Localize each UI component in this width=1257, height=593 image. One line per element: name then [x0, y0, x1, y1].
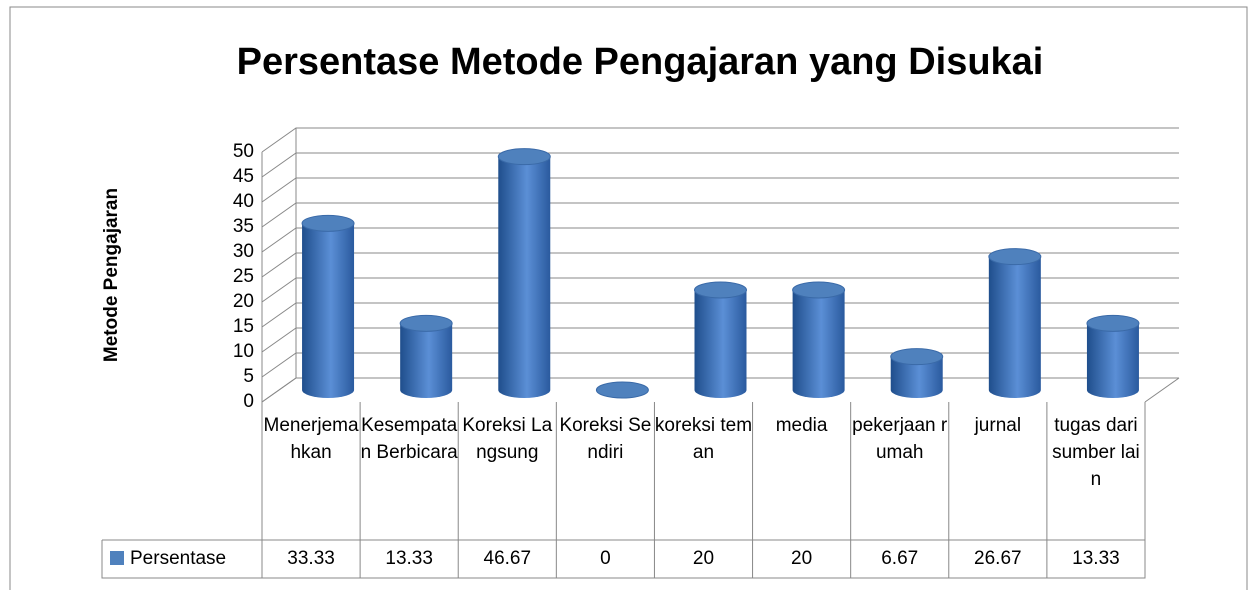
cylinder-top [497, 148, 551, 166]
x-tick-label: jurnal [974, 415, 1022, 436]
grid-line [261, 352, 1179, 378]
grid-line [261, 152, 1179, 178]
cylinder-body [890, 356, 943, 398]
y-tick-label: 40 [233, 191, 254, 212]
category-cell: tugas dari sumber lain [1052, 415, 1140, 490]
value-cell: 6.67 [881, 548, 918, 569]
x-tick-label: Koreksi Sendiri [559, 415, 652, 463]
legend-swatch [110, 551, 124, 565]
x-tick-label: Kesempatan Berbicara [360, 415, 458, 463]
cylinder-body [400, 323, 453, 398]
grid-line [261, 227, 1179, 253]
cylinder [792, 281, 846, 398]
y-tick-label: 20 [233, 291, 254, 312]
cylinder-body [792, 290, 845, 398]
grid-line [261, 127, 1179, 153]
category-cell: media [775, 415, 828, 436]
grid-line [261, 377, 1179, 403]
category-cell: koreksi teman [654, 415, 753, 463]
category-cell: Kesempatan Berbicara [360, 415, 458, 463]
cylinder-body [988, 256, 1041, 399]
grid-line [261, 202, 1179, 228]
y-tick-label: 15 [233, 316, 254, 337]
cylinder-body [498, 156, 551, 398]
y-tick-label: 0 [243, 391, 254, 412]
cylinder-top [988, 248, 1042, 266]
cylinder-body [302, 223, 355, 398]
cylinder-top [1086, 314, 1140, 332]
grid-line [261, 252, 1179, 278]
table-lines [101, 402, 1146, 579]
y-tick-label: 5 [243, 366, 254, 387]
legend-label: Persentase [130, 548, 226, 569]
cylinder-top [399, 314, 453, 332]
category-cell: Koreksi Sendiri [559, 415, 652, 463]
cylinder [988, 248, 1042, 399]
value-cell: 0 [600, 548, 611, 569]
cylinder-body [694, 290, 747, 398]
cylinder [497, 148, 551, 398]
cylinder-top [890, 348, 944, 366]
x-tick-label: media [775, 415, 828, 436]
cylinder [1086, 314, 1140, 398]
value-cell: 13.33 [385, 548, 433, 569]
cylinder-top [595, 381, 649, 399]
value-cell: 33.33 [287, 548, 335, 569]
y-tick-label: 30 [233, 241, 254, 262]
value-cell: 20 [693, 548, 714, 569]
grid-line [261, 277, 1179, 303]
cylinder [399, 314, 453, 398]
cylinder-top [694, 281, 747, 299]
y-tick-label: 35 [233, 216, 254, 237]
y-axis-label: Metode Pengajaran [101, 188, 122, 362]
chart-border [9, 6, 1248, 590]
chart-title: Persentase Metode Pengajaran yang Disuka… [237, 41, 1044, 83]
y-tick-label: 10 [233, 341, 254, 362]
x-tick-label: Koreksi Langsung [462, 415, 553, 463]
cylinder [890, 348, 944, 398]
grid-line [261, 177, 1179, 203]
y-tick-label: 45 [233, 166, 254, 187]
value-cell: 20 [791, 548, 812, 569]
x-tick-label: Menerjemahkan [263, 415, 359, 463]
cylinder [694, 281, 747, 398]
category-cell: jurnal [974, 415, 1022, 436]
x-tick-label: koreksi teman [654, 415, 753, 463]
grid-line [261, 302, 1179, 328]
y-tick-label: 25 [233, 266, 254, 287]
x-tick-label: tugas dari sumber lain [1052, 415, 1140, 490]
value-cell: 13.33 [1072, 548, 1120, 569]
value-cell: 26.67 [974, 548, 1022, 569]
category-cell: Koreksi Langsung [462, 415, 553, 463]
cylinder-top [792, 281, 846, 299]
value-cell: 46.67 [484, 548, 532, 569]
grid-line [261, 327, 1179, 353]
category-cell: Menerjemahkan [263, 415, 359, 463]
x-tick-label: pekerjaan rumah [852, 415, 948, 463]
category-cell: pekerjaan rumah [852, 415, 948, 463]
cylinder-top [301, 214, 355, 232]
cylinder-body [1086, 323, 1139, 398]
cylinder [595, 381, 649, 399]
y-tick-label: 50 [233, 141, 254, 162]
cylinder [301, 214, 355, 398]
